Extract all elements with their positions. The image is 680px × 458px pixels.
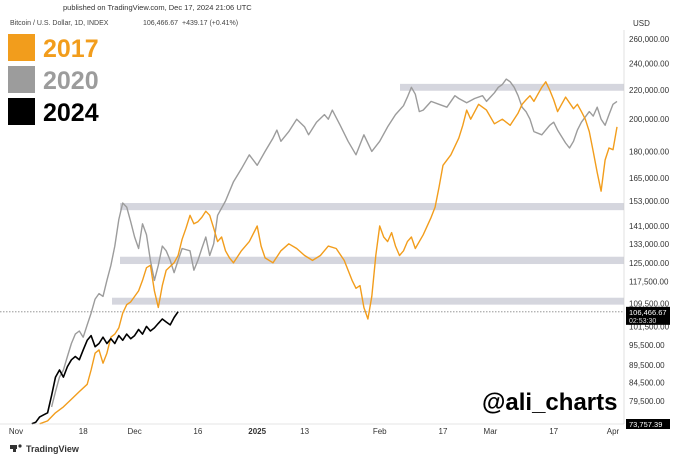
y-tick-label: 180,000.00 — [629, 147, 670, 156]
resistance-bands — [112, 83, 624, 305]
y-tick-label: 200,000.00 — [629, 115, 670, 124]
legend-swatch-2017 — [8, 34, 35, 61]
symbol-info: Bitcoin / U.S. Dollar, 1D, INDEX — [10, 20, 109, 27]
y-tick-label: 89,500.00 — [629, 361, 665, 370]
published-note: published on TradingView.com, Dec 17, 20… — [63, 3, 252, 12]
y-tick-label: 101,500.00 — [629, 322, 670, 331]
y-tick-label: 240,000.00 — [629, 59, 670, 68]
band-3 — [112, 297, 624, 305]
price-badge-countdown: 02:53:30 — [629, 318, 656, 325]
series-line-2024 — [31, 311, 179, 425]
last-price: 106,466.67 — [143, 20, 178, 27]
band-2 — [120, 256, 624, 265]
y-tick-label: 165,000.00 — [629, 174, 670, 183]
watermark: @ali_charts — [482, 389, 617, 416]
x-tick-label: 2025 — [248, 427, 266, 436]
series-line-2020 — [50, 78, 618, 408]
price-badge-value: 73,757.39 — [629, 420, 662, 429]
band-1 — [120, 203, 624, 211]
x-tick-label: 13 — [300, 427, 309, 436]
y-tick-label: 260,000.00 — [629, 35, 670, 44]
price-badge — [626, 419, 670, 429]
x-tick-label: Feb — [373, 427, 387, 436]
price-badge-value: 106,466.67 — [629, 308, 667, 317]
x-tick-label: 16 — [193, 427, 202, 436]
y-tick-label: 84,500.00 — [629, 378, 665, 387]
x-tick-label: Nov — [9, 427, 23, 436]
y-tick-label: 220,000.00 — [629, 86, 670, 95]
currency-label: USD — [633, 19, 650, 28]
y-tick-label: 125,000.00 — [629, 259, 670, 268]
legend-label-2024: 2024 — [43, 99, 99, 127]
y-tick-label: 153,000.00 — [629, 197, 670, 206]
price-badge — [626, 306, 670, 325]
series-lines — [31, 78, 618, 425]
x-axis: Nov 18 Dec 16 2025 13 Feb 17 Mar 17 Apr — [9, 427, 620, 436]
x-tick-label: Apr — [607, 427, 620, 436]
series-line-2017 — [39, 81, 618, 425]
legend-label-2017: 2017 — [43, 35, 99, 63]
y-tick-label: 141,000.00 — [629, 222, 670, 231]
footer-brand: TradingView — [26, 444, 80, 454]
y-tick-label: 95,500.00 — [629, 341, 665, 350]
x-tick-label: 18 — [79, 427, 88, 436]
x-tick-label: Mar — [484, 427, 498, 436]
y-tick-label: 117,500.00 — [629, 278, 669, 287]
legend-label-2020: 2020 — [43, 67, 99, 95]
band-0 — [400, 83, 624, 91]
legend-swatch-2024 — [8, 98, 35, 125]
tradingview-logo-icon — [10, 444, 22, 452]
x-tick-label: 17 — [549, 427, 558, 436]
legend-swatch-2020 — [8, 66, 35, 93]
y-tick-label: 109,500.00 — [629, 299, 670, 308]
y-axis: 260,000.00 240,000.00 220,000.00 200,000.00… — [629, 35, 670, 406]
legend: 2017 2020 2024 — [8, 34, 99, 127]
y-tick-label: 79,500.00 — [629, 397, 665, 406]
x-tick-label: 17 — [439, 427, 448, 436]
x-tick-label: Dec — [127, 427, 141, 436]
price-change: +439.17 (+0.41%) — [182, 20, 238, 27]
y-tick-label: 133,000.00 — [629, 240, 670, 249]
